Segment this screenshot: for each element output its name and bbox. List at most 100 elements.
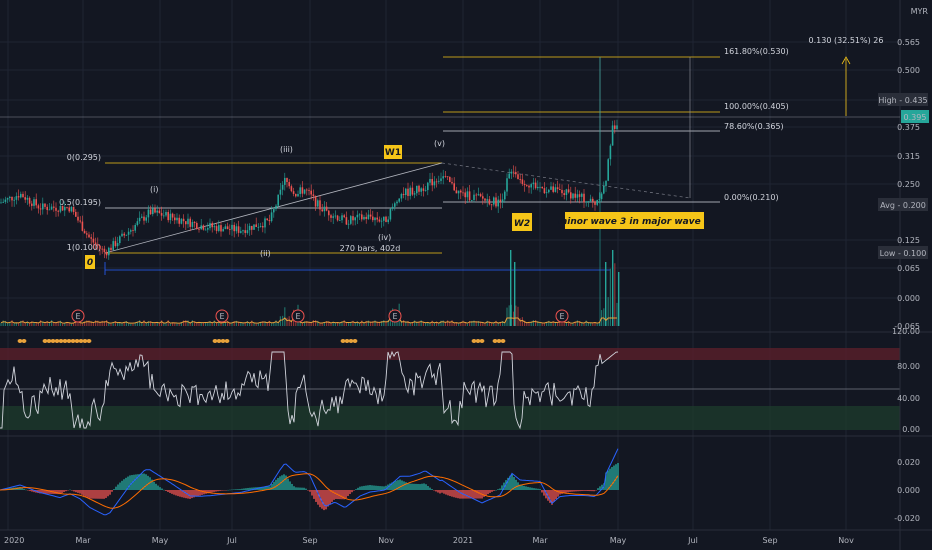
candle-body xyxy=(515,172,517,175)
volume-bar xyxy=(31,321,33,326)
volume-bar xyxy=(418,321,420,326)
volume-bar xyxy=(367,320,369,326)
event-dot xyxy=(348,339,354,343)
note-box[interactable] xyxy=(565,212,704,229)
macd-hist-bar xyxy=(483,490,485,497)
macd-hist-bar xyxy=(157,485,159,490)
macd-hist-bar xyxy=(39,490,41,494)
macd-hist-bar xyxy=(593,490,595,492)
volume-bar xyxy=(264,321,266,326)
candle-body xyxy=(385,216,387,223)
macd-hist-bar xyxy=(149,477,151,490)
time-tick: May xyxy=(152,536,169,545)
w1-box[interactable] xyxy=(384,145,402,159)
candle-body xyxy=(2,201,4,203)
volume-bar xyxy=(147,321,149,326)
earnings-marker[interactable]: E xyxy=(291,309,305,323)
event-dot xyxy=(471,339,477,343)
candle-body xyxy=(517,174,519,180)
volume-bar xyxy=(178,323,180,326)
macd-hist-bar xyxy=(511,473,513,490)
signal-line xyxy=(0,473,619,509)
macd-hist-bar xyxy=(551,490,553,505)
candle-body xyxy=(453,183,455,191)
macd-hist-bar xyxy=(355,489,357,490)
volume-bar xyxy=(174,323,176,326)
candle-body xyxy=(242,230,244,232)
macd-hist-bar xyxy=(143,473,145,490)
macd-hist-bar xyxy=(65,490,67,492)
candle-body xyxy=(240,231,242,233)
candle-body xyxy=(143,216,145,221)
volume-bar xyxy=(524,320,526,326)
volume-bar xyxy=(541,323,543,326)
candle-body xyxy=(543,188,546,194)
volume-bar xyxy=(315,320,317,326)
macd-hist-bar xyxy=(431,489,433,490)
macd-hist-bar xyxy=(247,487,249,490)
time-tick: Nov xyxy=(378,536,394,545)
macd-hist-bar xyxy=(399,479,401,490)
volume-bar xyxy=(86,320,88,326)
event-dot xyxy=(50,339,56,343)
macd-hist-bar xyxy=(31,490,33,492)
volume-bar xyxy=(482,322,484,326)
price-tick: 0.125 xyxy=(897,236,920,245)
macd-hist-bar xyxy=(137,474,139,490)
volume-bar xyxy=(464,322,466,326)
macd-hist-bar xyxy=(439,490,441,494)
candle-body xyxy=(416,185,418,194)
macd-hist-bar xyxy=(469,490,471,499)
volume-bar xyxy=(576,320,578,326)
macd-hist-bar xyxy=(471,490,473,499)
volume-bar xyxy=(271,323,273,326)
macd-hist-bar xyxy=(117,484,119,490)
candle-body xyxy=(519,179,521,180)
candle-body xyxy=(213,226,216,228)
macd-hist-bar xyxy=(215,490,217,492)
candle-body xyxy=(345,217,348,225)
macd-hist-bar xyxy=(537,488,539,490)
macd-hist-bar xyxy=(263,486,265,490)
macd-hist-bar xyxy=(527,486,529,490)
volume-bar xyxy=(134,323,136,326)
time-tick: Sep xyxy=(302,536,317,545)
svg-text:E: E xyxy=(75,312,80,321)
event-dot xyxy=(62,339,68,343)
candle-body xyxy=(200,225,202,230)
volume-bar xyxy=(508,305,510,326)
candle-body xyxy=(81,221,84,231)
volume-bar xyxy=(202,322,204,326)
macd-hist-bar xyxy=(327,490,329,507)
earnings-marker[interactable]: E xyxy=(71,309,85,323)
volume-bar xyxy=(431,320,433,326)
candle-body xyxy=(581,193,583,197)
macd-hist-bar xyxy=(595,490,597,491)
candle-body xyxy=(317,200,319,207)
macd-hist-bar xyxy=(539,488,541,490)
volume-bar xyxy=(279,316,281,326)
zero-box[interactable] xyxy=(85,255,95,269)
candle-body xyxy=(187,218,189,225)
macd-hist-bar xyxy=(407,482,409,490)
volume-bar xyxy=(161,320,163,326)
volume-bar xyxy=(77,320,79,326)
volume-bar xyxy=(218,321,220,326)
macd-hist-bar xyxy=(601,484,603,490)
candle-body xyxy=(169,213,172,221)
earnings-marker[interactable]: E xyxy=(555,309,569,323)
earnings-marker[interactable]: E xyxy=(215,309,229,323)
earnings-marker[interactable]: E xyxy=(388,309,402,323)
macd-hist-bar xyxy=(245,488,247,490)
volume-bar xyxy=(143,320,145,326)
w2-box[interactable] xyxy=(512,213,532,231)
candle-body xyxy=(97,244,99,246)
macd-hist-bar xyxy=(239,489,241,490)
candle-body xyxy=(77,216,79,221)
volume-bar xyxy=(436,321,438,326)
candle-body xyxy=(508,173,510,179)
volume-bar xyxy=(561,320,563,326)
macd-hist-bar xyxy=(369,485,371,490)
